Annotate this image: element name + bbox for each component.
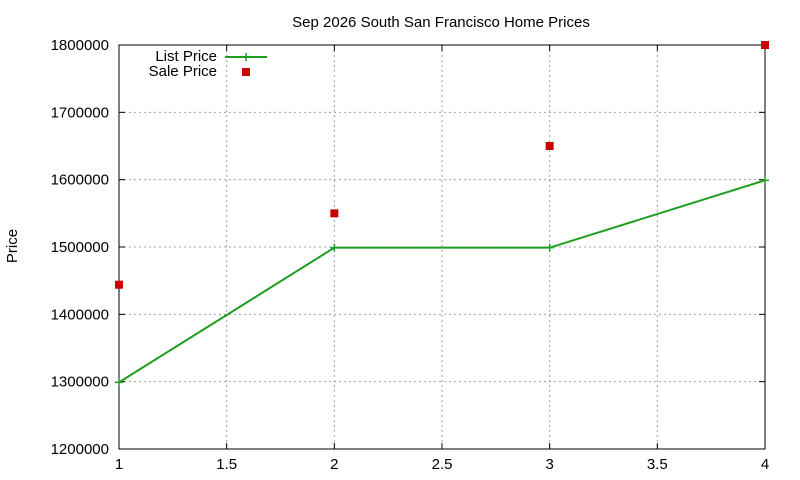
list-price-line <box>118 179 766 384</box>
sale-price-point <box>115 280 123 289</box>
list-price-point <box>761 176 769 185</box>
list-price-series <box>115 176 769 387</box>
x-tick-label: 2.5 <box>432 456 453 473</box>
plot-series <box>115 41 769 387</box>
list-price-point <box>545 243 554 252</box>
y-tick-label: 1600000 <box>51 172 109 189</box>
x-tick-label: 3.5 <box>647 456 668 473</box>
y-tick-label: 1400000 <box>51 306 109 323</box>
y-tick-label: 1200000 <box>51 441 109 458</box>
y-tick-label: 1700000 <box>51 104 109 121</box>
x-tick-label: 2 <box>330 456 338 473</box>
x-tick-label: 1 <box>115 456 123 473</box>
x-tick-label: 3 <box>545 456 553 473</box>
sale-price-point <box>330 209 339 218</box>
y-axis-label: Price <box>4 229 21 263</box>
legend-item-list-price: List Price <box>155 48 267 65</box>
x-tick-label: 4 <box>761 456 769 473</box>
y-tick-label: 1300000 <box>51 374 109 391</box>
sale-price-series <box>115 41 769 289</box>
legend-label: List Price <box>155 48 217 65</box>
list-price-point <box>115 378 123 387</box>
x-tick-label: 1.5 <box>216 456 237 473</box>
axes: 1 1.5 2 2.5 3 3.5 4 1200000 1300000 1400000 150000… <box>51 37 770 473</box>
y-tick-label: 1800000 <box>51 37 109 54</box>
legend-item-sale-price: Sale Price <box>149 63 250 80</box>
y-tick-label: 1500000 <box>51 239 109 256</box>
legend-swatch-marker <box>242 53 250 61</box>
chart-title: Sep 2026 South San Francisco Home Prices <box>292 14 590 31</box>
list-price-point <box>330 243 339 252</box>
sale-price-point <box>761 41 769 49</box>
sale-price-point <box>545 142 554 150</box>
legend-label: Sale Price <box>149 63 217 80</box>
legend-swatch-marker <box>242 68 250 76</box>
